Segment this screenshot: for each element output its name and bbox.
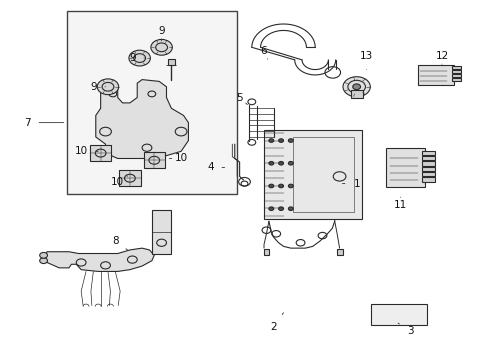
Bar — [422, 167, 434, 171]
Text: 6: 6 — [260, 46, 267, 59]
Text: 9: 9 — [90, 82, 105, 92]
Circle shape — [268, 184, 273, 188]
Text: 4: 4 — [206, 162, 224, 172]
Text: 9: 9 — [129, 53, 144, 63]
Text: 5: 5 — [236, 93, 247, 105]
Circle shape — [288, 162, 293, 165]
Text: 8: 8 — [112, 236, 127, 250]
Circle shape — [352, 84, 360, 90]
Circle shape — [238, 177, 250, 186]
Circle shape — [288, 139, 293, 142]
Bar — [422, 161, 434, 166]
Text: 10: 10 — [111, 176, 127, 187]
Text: 11: 11 — [393, 197, 407, 210]
Text: 13: 13 — [359, 51, 372, 69]
Text: 12: 12 — [434, 51, 447, 64]
Text: 10: 10 — [169, 153, 187, 163]
Circle shape — [288, 184, 293, 188]
Bar — [422, 172, 434, 176]
Bar — [263, 249, 269, 255]
Circle shape — [278, 162, 283, 165]
Bar — [451, 66, 461, 69]
Bar — [350, 90, 362, 98]
Bar — [143, 152, 164, 168]
Circle shape — [278, 184, 283, 188]
Bar — [451, 78, 461, 81]
Circle shape — [151, 40, 172, 55]
Polygon shape — [44, 248, 154, 271]
Bar — [293, 137, 353, 212]
Circle shape — [268, 139, 273, 142]
Bar — [451, 74, 461, 77]
Bar — [66, 12, 237, 194]
Circle shape — [40, 258, 47, 264]
Bar — [152, 211, 171, 253]
Bar — [370, 304, 427, 325]
Circle shape — [325, 67, 340, 78]
Circle shape — [40, 252, 47, 258]
Bar — [422, 150, 434, 155]
Polygon shape — [96, 80, 188, 158]
Circle shape — [288, 207, 293, 211]
Text: 9: 9 — [158, 26, 164, 41]
Text: 1: 1 — [342, 179, 359, 189]
Circle shape — [97, 79, 119, 95]
Text: 10: 10 — [75, 146, 98, 156]
Text: 7: 7 — [24, 118, 63, 128]
Bar — [119, 170, 141, 186]
Bar — [90, 145, 111, 161]
Bar — [264, 130, 361, 220]
Text: 2: 2 — [270, 313, 283, 332]
Circle shape — [129, 50, 150, 66]
Circle shape — [278, 139, 283, 142]
Circle shape — [268, 207, 273, 211]
Bar — [385, 148, 424, 187]
Text: 3: 3 — [397, 323, 413, 336]
Bar — [451, 69, 461, 73]
Bar — [417, 65, 453, 85]
Circle shape — [268, 162, 273, 165]
Bar — [422, 156, 434, 160]
Circle shape — [278, 207, 283, 211]
Bar — [422, 177, 434, 182]
Bar — [167, 59, 174, 65]
Circle shape — [342, 77, 369, 97]
Bar — [336, 249, 342, 255]
